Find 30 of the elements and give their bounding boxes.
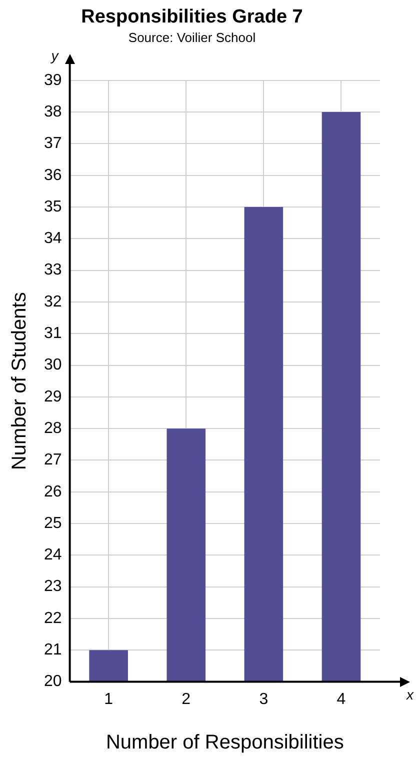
text: y (50, 47, 60, 64)
y-tick-label: 23 (44, 578, 62, 596)
y-tick-label: 30 (44, 356, 62, 374)
text: x (406, 686, 414, 703)
y-tick-label: 25 (44, 514, 62, 532)
y-tick-label: 26 (44, 483, 62, 500)
x-tick-label: 3 (259, 690, 268, 708)
y-tick-label: 38 (44, 103, 62, 120)
chart-title: Responsibilities Grade 7 (81, 6, 303, 28)
y-tick-label: 21 (44, 642, 62, 659)
y-tick-label: 35 (44, 198, 62, 216)
y-tick-label: 37 (44, 135, 62, 152)
y-tick-label: 27 (44, 452, 62, 469)
y-tick-label: 24 (44, 546, 62, 564)
source-note: Source: Voilier School (128, 30, 256, 46)
y-tick-label: 39 (44, 72, 62, 89)
x-tick-label: 4 (336, 690, 346, 708)
y-tick-label: 20 (44, 673, 62, 690)
x-tick-label: 2 (182, 690, 191, 708)
y-tick-label: 36 (44, 166, 62, 184)
x-axis-title: Number of Responsibilities (106, 732, 344, 754)
x-tick-label: 1 (104, 690, 114, 708)
y-tick-label: 29 (44, 388, 62, 406)
y-tick-label: 31 (44, 325, 62, 342)
y-tick-label: 28 (44, 420, 62, 437)
y-tick-label: 33 (44, 262, 62, 279)
y-tick-label: 22 (44, 610, 62, 627)
y-tick-label: 34 (44, 230, 62, 248)
y-tick-label: 32 (44, 293, 62, 310)
y-axis-title: Number of Students (8, 292, 31, 470)
